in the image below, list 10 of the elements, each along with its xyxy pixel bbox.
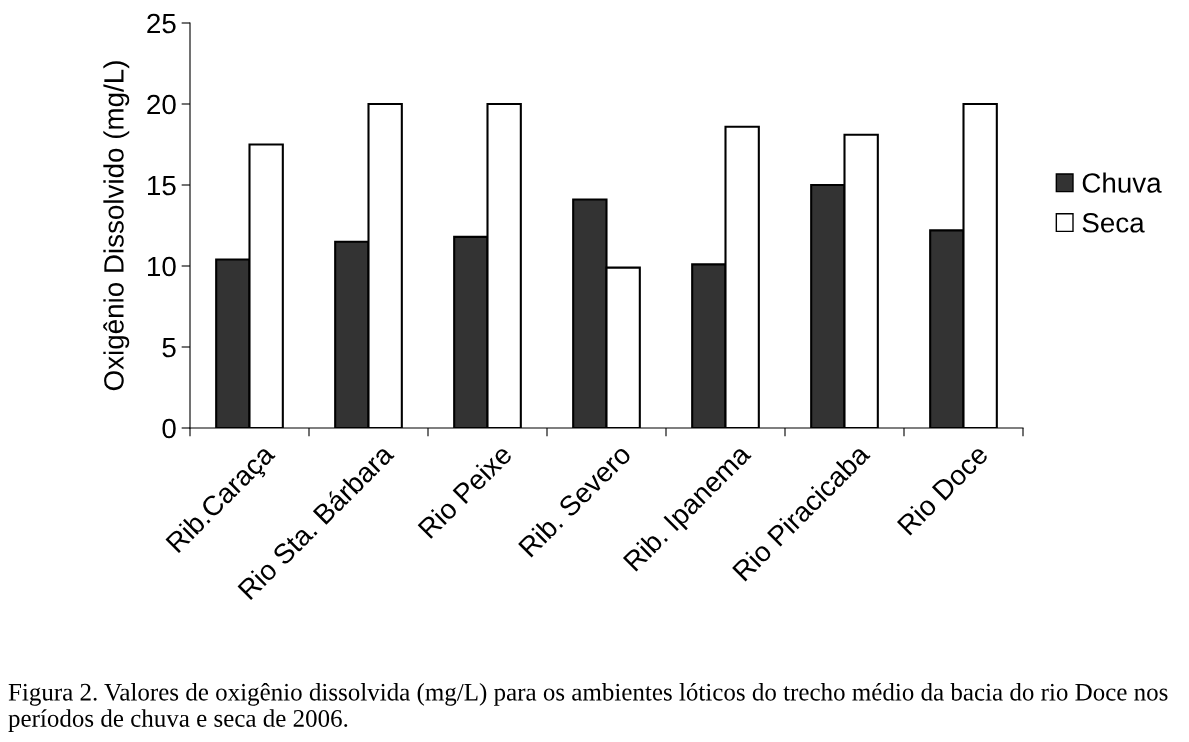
y-tick-label: 10: [148, 256, 176, 277]
y-tick-label: 5: [162, 337, 176, 358]
y-tick-label: 20: [147, 94, 176, 115]
legend-label: Seca: [1082, 212, 1145, 233]
y-tick-label: 15: [148, 175, 176, 196]
text: Figura 2. Valores de oxigênio dissolvida (mg/L) para os ambientes lóticos do trecho médio da bacia do rio Doce nos períodos de chuva e seca de 2006.: [8, 683, 1168, 732]
y-tick-label: 0: [162, 418, 176, 439]
y-axis-title: Oxigênio Dissolvido (mg/L): [103, 61, 130, 391]
y-tick-label: 25: [147, 13, 176, 34]
legend-label: Chuva: [1082, 172, 1162, 193]
